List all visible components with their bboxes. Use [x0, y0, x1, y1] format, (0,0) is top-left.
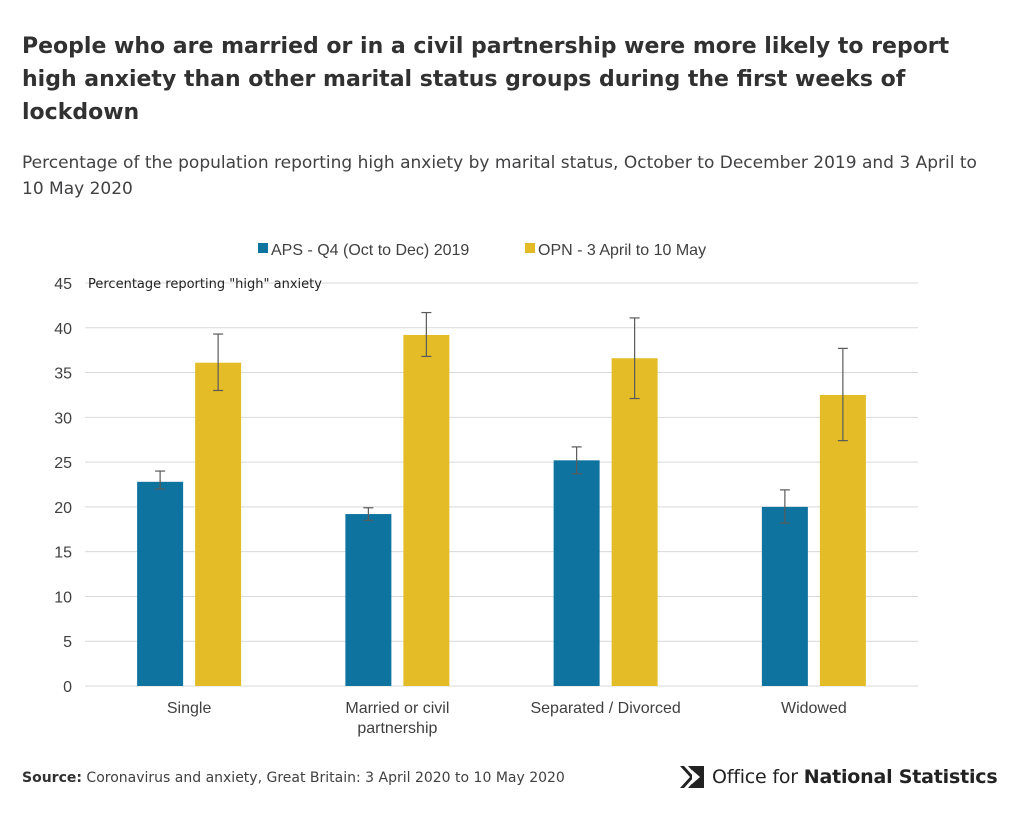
ons-logo-text: Office for National Statistics	[712, 766, 998, 788]
y-tick-label-15: 15	[54, 545, 72, 562]
logo-prefix: Office for	[712, 766, 804, 788]
bar-aps-2	[553, 460, 600, 686]
y-tick-label-5: 5	[63, 634, 72, 651]
chart-title: People who are married or in a civil par…	[22, 34, 950, 125]
y-tick-label-35: 35	[54, 366, 72, 383]
bars	[137, 334, 866, 686]
y-axis-ticks: 0 5 10 15 20 25 30 35 40 45	[54, 276, 72, 696]
x-tick-label-0: Single	[167, 700, 212, 717]
y-axis-label: Percentage reporting "high" anxiety	[88, 277, 322, 292]
ons-logo[interactable]: Office for National Statistics	[678, 764, 998, 790]
x-tick-label-2: Separated / Divorced	[530, 700, 680, 717]
legend-swatch-opn	[525, 243, 535, 253]
logo-bold: National Statistics	[803, 766, 998, 788]
y-tick-label-10: 10	[54, 589, 72, 606]
y-tick-label-0: 0	[63, 679, 72, 696]
y-tick-label-45: 45	[54, 276, 72, 293]
y-tick-label-25: 25	[54, 455, 72, 472]
source-text: Coronavirus and anxiety, Great Britain: …	[86, 770, 565, 786]
bar-opn-3	[819, 394, 866, 686]
legend: APS - Q4 (Oct to Dec) 2019 OPN - 3 April…	[258, 242, 706, 259]
bar-aps-3	[761, 506, 808, 686]
bar-opn-2	[611, 358, 658, 686]
bar-opn-0	[195, 362, 242, 686]
bar-aps-1	[345, 514, 392, 686]
bar-opn-1	[403, 334, 450, 686]
source-note: Source: Coronavirus and anxiety, Great B…	[22, 770, 565, 786]
y-tick-label-30: 30	[54, 410, 72, 427]
x-axis-labels: Single Married or civil partnership Separat…	[167, 700, 847, 737]
y-tick-label-20: 20	[54, 500, 72, 517]
chart-subtitle: Percentage of the population reporting h…	[22, 153, 977, 199]
source-label: Source:	[22, 770, 82, 786]
x-tick-label-1: Married or civil partnership	[345, 700, 449, 737]
legend-swatch-aps	[258, 243, 268, 253]
legend-label-opn: OPN - 3 April to 10 May	[538, 242, 706, 259]
legend-label-aps: APS - Q4 (Oct to Dec) 2019	[271, 242, 469, 259]
y-tick-label-40: 40	[54, 321, 72, 338]
bar-aps-0	[137, 481, 184, 686]
error-bars	[155, 311, 848, 524]
ons-logo-icon	[680, 766, 704, 788]
bar-chart: 0 5 10 15 20 25 30 35 40 45 Single Married or civi…	[54, 242, 918, 737]
x-tick-label-3: Widowed	[781, 700, 847, 717]
